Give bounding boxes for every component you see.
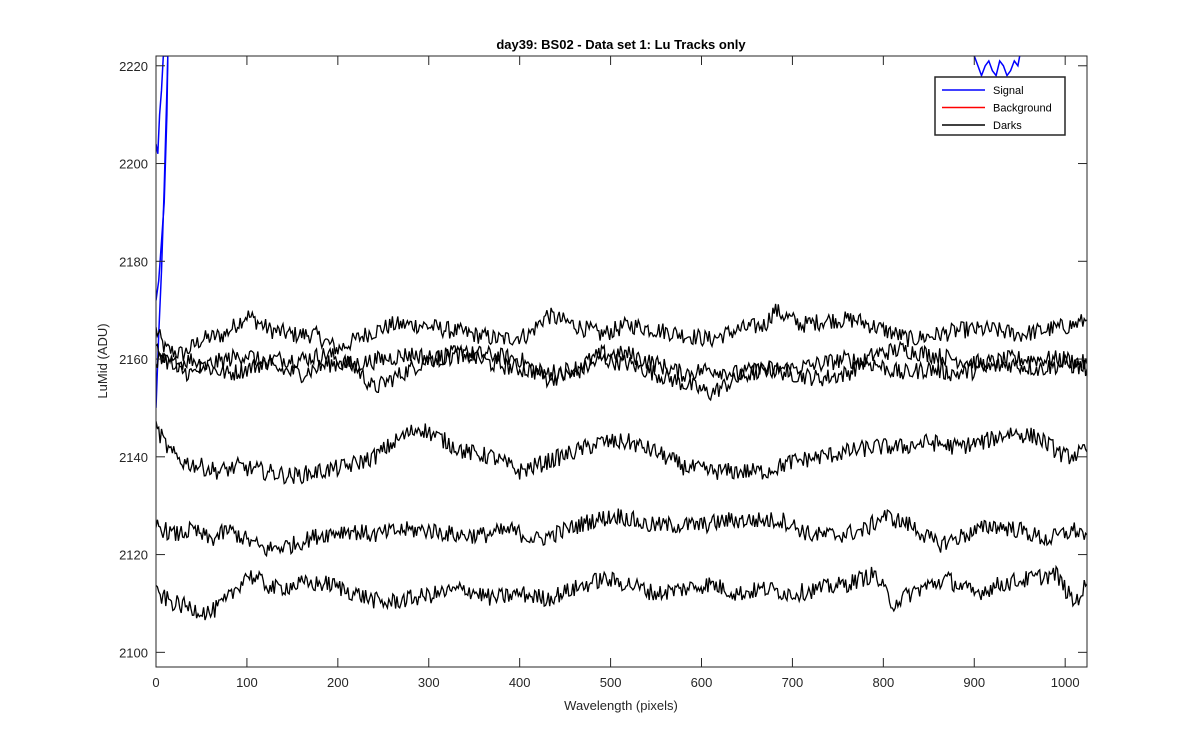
plot-frame [155,55,1088,668]
x-tick-label: 300 [418,675,440,690]
series-layer [156,56,1087,621]
series-line-signal-0 [156,56,168,154]
y-tick-label: 2120 [119,548,148,563]
x-tick-label: 0 [152,675,159,690]
y-tick-label: 2180 [119,254,148,269]
series-line-darks-6 [156,342,1087,384]
x-tick-label: 100 [236,675,258,690]
x-tick-label: 1000 [1051,675,1080,690]
y-tick-label: 2160 [119,352,148,367]
legend: Signal Background Darks [934,76,1066,136]
series-line-signal-3 [973,56,1021,78]
x-tick-label: 400 [509,675,531,690]
legend-label-darks: Darks [993,120,1022,132]
y-tick-label: 2220 [119,59,148,74]
y-tick-label: 2100 [119,645,148,660]
ticks-layer: 0 100 200 300 400 500 600 700 800 900 1000 2100 2120… [119,56,1087,690]
x-tick-label: 600 [691,675,713,690]
series-line-darks-7 [156,420,1087,485]
series-line-darks-9 [156,564,1087,621]
chart-title: day39: BS02 - Data set 1: Lu Tracks only [496,37,746,52]
y-tick-label: 2140 [119,450,148,465]
x-axis-label: Wavelength (pixels) [564,698,678,713]
x-tick-label: 800 [872,675,894,690]
y-tick-label: 2200 [119,157,148,172]
y-axis-label: LuMid (ADU) [95,323,110,398]
legend-label-background: Background [993,103,1052,115]
series-line-darks-4 [156,303,1087,362]
x-tick-label: 200 [327,675,349,690]
x-tick-label: 900 [963,675,985,690]
x-tick-label: 700 [782,675,804,690]
x-tick-label: 500 [600,675,622,690]
series-line-darks-8 [156,508,1087,558]
legend-label-signal: Signal [993,85,1024,97]
